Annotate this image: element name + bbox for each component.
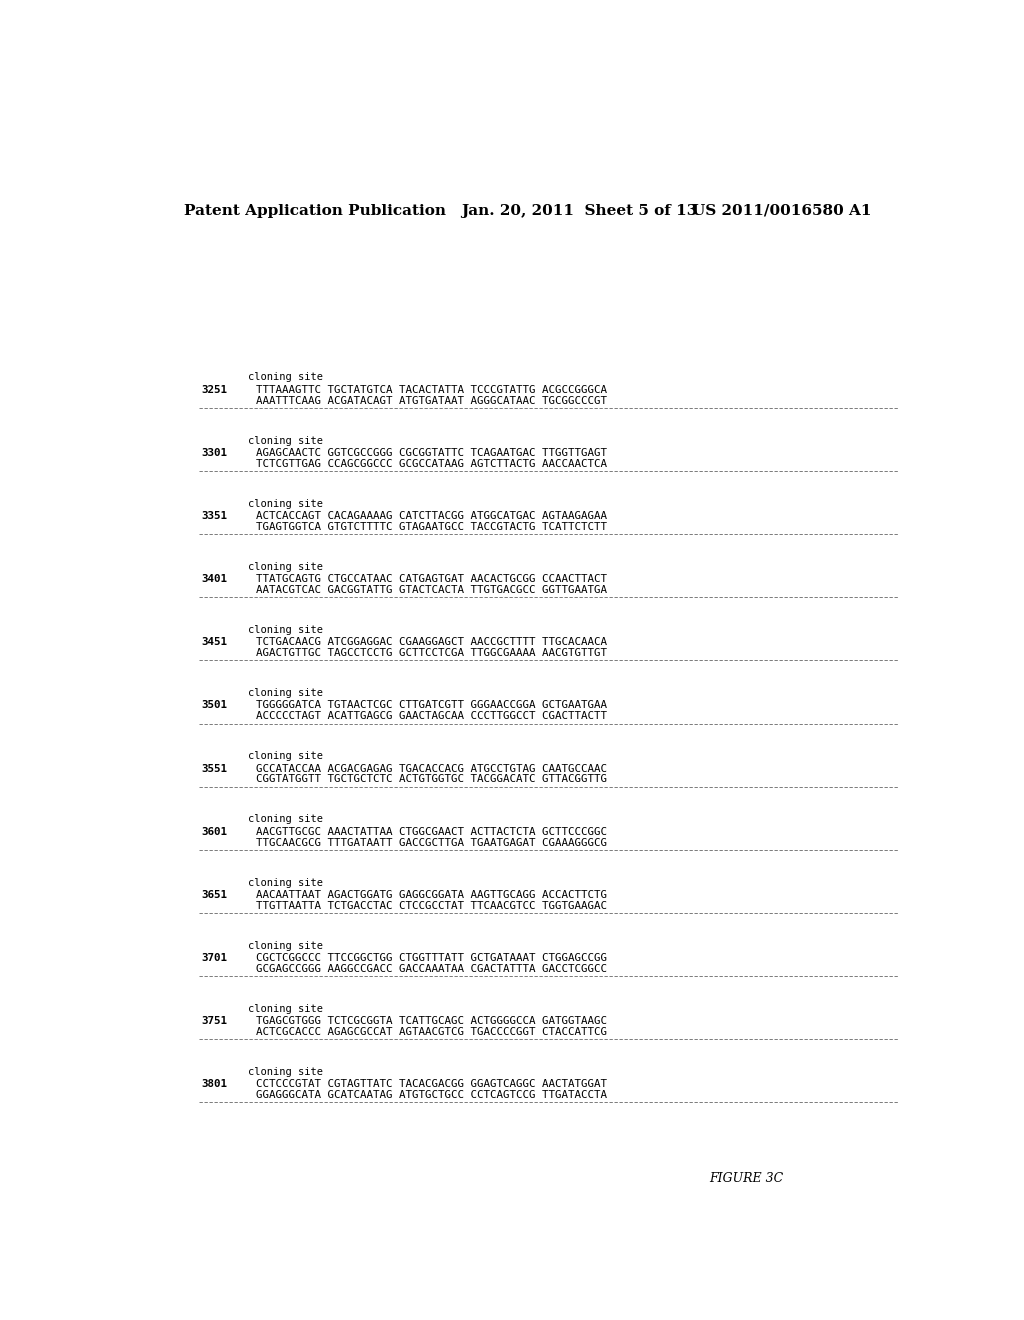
Text: 3351: 3351	[202, 511, 227, 521]
Text: TTTAAAGTTC TGCTATGTCA TACACTATTA TCCCGTATTG ACGCCGGGCA: TTTAAAGTTC TGCTATGTCA TACACTATTA TCCCGTA…	[256, 385, 607, 395]
Text: cloning site: cloning site	[248, 878, 324, 887]
Text: cloning site: cloning site	[248, 941, 324, 950]
Text: CGCTCGGCCC TTCCGGCTGG CTGGTTTATT GCTGATAAAT CTGGAGCCGG: CGCTCGGCCC TTCCGGCTGG CTGGTTTATT GCTGATA…	[256, 953, 607, 964]
Text: GCCATACCAA ACGACGAGAG TGACACCACG ATGCCTGTAG CAATGCCAAC: GCCATACCAA ACGACGAGAG TGACACCACG ATGCCTG…	[256, 763, 607, 774]
Text: GGAGGGCATA GCATCAATAG ATGTGCTGCC CCTCAGTCCG TTGATACCTA: GGAGGGCATA GCATCAATAG ATGTGCTGCC CCTCAGT…	[256, 1090, 607, 1100]
Text: 3401: 3401	[202, 574, 227, 585]
Text: ACCCCCТAGT ACATTGAGCG GAACTAGCAA CCCTTGGCCT CGACTTACTT: ACCCCCТAGT ACATTGAGCG GAACTAGCAA CCCTTGG…	[256, 711, 607, 721]
Text: AACAATTAAT AGACTGGATG GAGGCGGATA AAGTTGCAGG ACCACTTCTG: AACAATTAAT AGACTGGATG GAGGCGGATA AAGTTGC…	[256, 890, 607, 900]
Text: AATACGTCAC GACGGTATTG GTACTCACTA TTGTGACGCC GGTTGAATGA: AATACGTCAC GACGGTATTG GTACTCACTA TTGTGAC…	[256, 585, 607, 595]
Text: ACTCACCAGT CACAGAAAAG CATCTTACGG ATGGCATGAC AGTAAGAGAA: ACTCACCAGT CACAGAAAAG CATCTTACGG ATGGCAT…	[256, 511, 607, 521]
Text: cloning site: cloning site	[248, 751, 324, 762]
Text: TGAGTGGTCA GTGTCTTTТC GTAGAATGCC TACCGTACTG TCATTCTCTT: TGAGTGGTCA GTGTCTTTТC GTAGAATGCC TACCGTA…	[256, 521, 607, 532]
Text: CGGTATGGTT TGCTGCTCTC ACTGTGGTGC TACGGACATC GTTACGGTTG: CGGTATGGTT TGCTGCTCTC ACTGTGGTGC TACGGAC…	[256, 775, 607, 784]
Text: TCTGACAACG ATCGGAGGAC CGAAGGAGCT AACCGCTTTT TTGCACAACA: TCTGACAACG ATCGGAGGAC CGAAGGAGCT AACCGCT…	[256, 638, 607, 647]
Text: AAATTTCAAG ACGATACAGT ATGTGATAAT AGGGCATAAC TGCGGCCCGT: AAATTTCAAG ACGATACAGT ATGTGATAAT AGGGCAT…	[256, 396, 607, 405]
Text: TTGTTAATTA TCTGACCTAC CTCCGCCTAT TTCAACGTCC TGGTGAAGAC: TTGTTAATTA TCTGACCTAC CTCCGCCTAT TTCAACG…	[256, 900, 607, 911]
Text: cloning site: cloning site	[248, 372, 324, 383]
Text: 3301: 3301	[202, 447, 227, 458]
Text: cloning site: cloning site	[248, 1003, 324, 1014]
Text: AGACTGTTGC TAGCCTCCTG GCTTCCTCGA TTGGCGAAAA AACGTGTTGT: AGACTGTTGC TAGCCTCCTG GCTTCCTCGA TTGGCGA…	[256, 648, 607, 659]
Text: GCGAGCCGGG AAGGCCGACC GACCAAATAA CGACTATTTA GACCTCGGCC: GCGAGCCGGG AAGGCCGACC GACCAAATAA CGACTAT…	[256, 964, 607, 974]
Text: TGAGCGTGGG TCTCGCGGTA TCATTGCAGC ACTGGGGCCA GATGGTAAGC: TGAGCGTGGG TCTCGCGGTA TCATTGCAGC ACTGGGG…	[256, 1016, 607, 1026]
Text: cloning site: cloning site	[248, 499, 324, 508]
Text: 3601: 3601	[202, 826, 227, 837]
Text: Patent Application Publication: Patent Application Publication	[183, 203, 445, 218]
Text: Jan. 20, 2011  Sheet 5 of 13: Jan. 20, 2011 Sheet 5 of 13	[461, 203, 697, 218]
Text: CCTCCCGTAT CGTAGTTATC TACACGACGG GGAGTCAGGC AACTATGGAT: CCTCCCGTAT CGTAGTTATC TACACGACGG GGAGTCA…	[256, 1080, 607, 1089]
Text: AACGTTGCGC AAACTATTAA CTGGCGAACT ACTTACTCTA GCTTCCCGGC: AACGTTGCGC AAACTATTAA CTGGCGAACT ACTTACT…	[256, 826, 607, 837]
Text: cloning site: cloning site	[248, 626, 324, 635]
Text: 3651: 3651	[202, 890, 227, 900]
Text: 3801: 3801	[202, 1080, 227, 1089]
Text: 3551: 3551	[202, 763, 227, 774]
Text: cloning site: cloning site	[248, 562, 324, 572]
Text: 3701: 3701	[202, 953, 227, 964]
Text: TTATGCAGTG CTGCCATAAC CATGAGTGAT AACACTGCGG CCAACTTACT: TTATGCAGTG CTGCCATAAC CATGAGTGAT AACACTG…	[256, 574, 607, 585]
Text: cloning site: cloning site	[248, 814, 324, 825]
Text: TTGCAACGCG TTTGATAATT GACCGCTTGA TGAATGAGAT CGAAAGGGCG: TTGCAACGCG TTTGATAATT GACCGCTTGA TGAATGA…	[256, 838, 607, 847]
Text: 3451: 3451	[202, 638, 227, 647]
Text: TGGGGGATCA TGTAACTCGC CTTGATCGTT GGGAACCGGA GCTGAATGAA: TGGGGGATCA TGTAACTCGC CTTGATCGTT GGGAACC…	[256, 701, 607, 710]
Text: 3751: 3751	[202, 1016, 227, 1026]
Text: cloning site: cloning site	[248, 688, 324, 698]
Text: AGAGCAACTC GGTCGCCGGG CGCGGTATTC TCAGAATGAC TTGGTTGAGT: AGAGCAACTC GGTCGCCGGG CGCGGTATTC TCAGAAT…	[256, 447, 607, 458]
Text: FIGURE 3C: FIGURE 3C	[710, 1172, 783, 1185]
Text: cloning site: cloning site	[248, 1067, 324, 1077]
Text: ACTCGCACCC AGAGCGCCAT AGTAACGTCG TGACCCCGGT CTACCATTCG: ACTCGCACCC AGAGCGCCAT AGTAACGTCG TGACCCC…	[256, 1027, 607, 1038]
Text: TCTCGTTGAG CCAGCGGCCC GCGCCATAAG AGTCTTACTG AACCAACTCA: TCTCGTTGAG CCAGCGGCCC GCGCCATAAG AGTCTTA…	[256, 459, 607, 469]
Text: 3501: 3501	[202, 701, 227, 710]
Text: 3251: 3251	[202, 385, 227, 395]
Text: US 2011/0016580 A1: US 2011/0016580 A1	[692, 203, 872, 218]
Text: cloning site: cloning site	[248, 436, 324, 446]
